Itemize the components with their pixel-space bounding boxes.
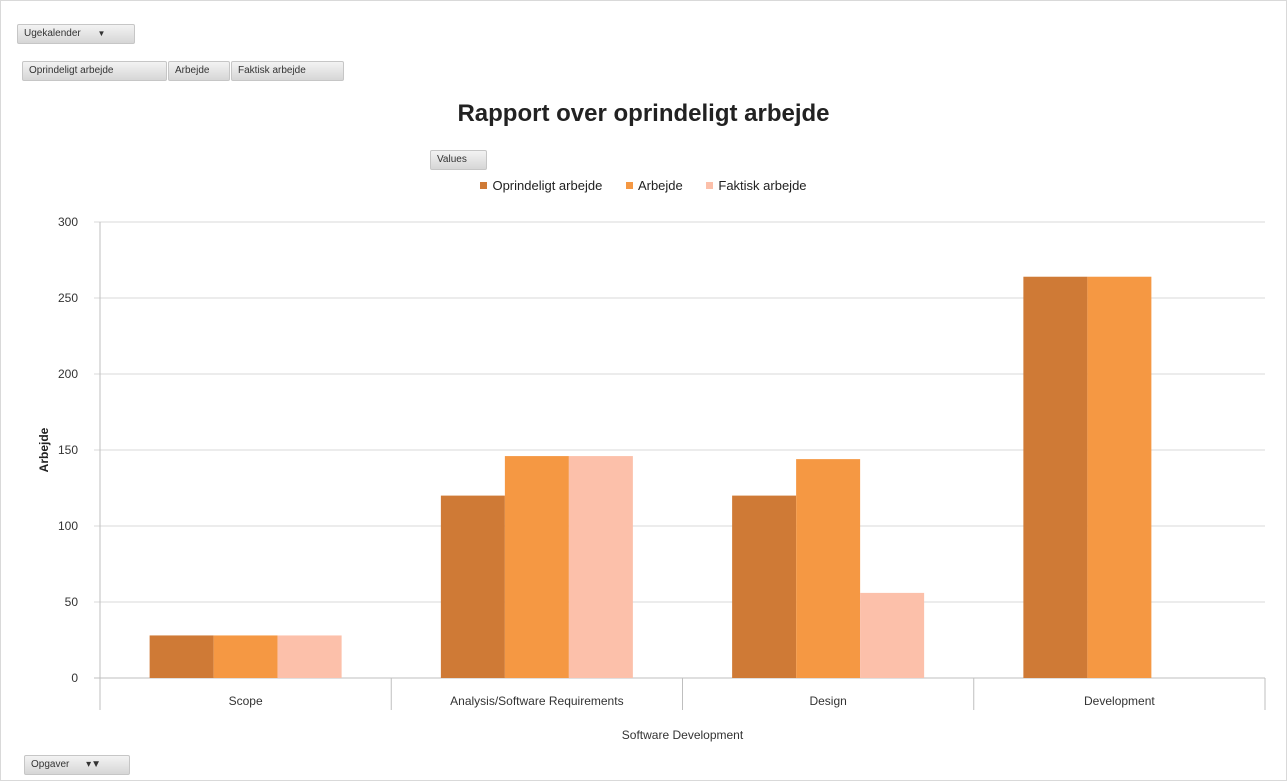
legend-label: Faktisk arbejde: [718, 178, 807, 193]
field-button-oprindeligt[interactable]: Oprindeligt arbejde: [22, 61, 167, 81]
bar: [796, 459, 861, 678]
row-filter-button[interactable]: Opgaver ▾▼: [24, 755, 130, 775]
x-tick-label: Design: [809, 694, 846, 708]
legend-item: Oprindeligt arbejde: [480, 178, 602, 193]
bar: [277, 635, 342, 678]
legend-swatch: [480, 182, 488, 189]
legend-item: Faktisk arbejde: [706, 178, 807, 193]
y-tick-label: 50: [65, 595, 79, 609]
x-tick-label: Development: [1084, 694, 1155, 708]
bar: [1023, 276, 1088, 678]
filter-icon: ▾▼: [86, 759, 102, 770]
field-button-label: Arbejde: [175, 65, 210, 76]
bar: [1087, 276, 1152, 678]
y-tick-label: 200: [58, 367, 78, 381]
legend-item: Arbejde: [625, 178, 683, 193]
calendar-filter-button[interactable]: Ugekalender ▼: [17, 24, 135, 44]
field-button-faktisk[interactable]: Faktisk arbejde: [231, 61, 344, 81]
y-tick-label: 250: [58, 291, 78, 305]
y-tick-label: 0: [71, 671, 78, 685]
bar: [213, 635, 278, 678]
dropdown-arrow-icon: ▼: [97, 29, 106, 38]
legend-swatch: [625, 182, 633, 189]
legend-label: Arbejde: [637, 178, 683, 193]
field-button-arbejde[interactable]: Arbejde: [168, 61, 230, 81]
values-button-label: Values: [437, 154, 467, 165]
bar: [732, 495, 797, 678]
bar: [440, 495, 505, 678]
bar: [149, 635, 214, 678]
row-filter-label: Opgaver: [31, 759, 70, 770]
y-axis-label: Arbejde: [37, 427, 51, 472]
y-tick-label: 300: [58, 215, 78, 229]
legend: Oprindeligt arbejde Arbejde Faktisk arbe…: [0, 178, 1287, 193]
values-button[interactable]: Values: [430, 150, 487, 170]
y-tick-label: 150: [58, 443, 78, 457]
y-tick-label: 100: [58, 519, 78, 533]
field-button-label: Oprindeligt arbejde: [29, 65, 114, 76]
legend-swatch: [706, 182, 714, 189]
chart-title: Rapport over oprindeligt arbejde: [457, 100, 830, 127]
bar: [504, 456, 569, 678]
calendar-filter-label: Ugekalender: [24, 28, 81, 39]
bar: [860, 592, 925, 678]
bar: [568, 456, 633, 678]
legend-label: Oprindeligt arbejde: [492, 178, 603, 193]
field-button-label: Faktisk arbejde: [238, 65, 306, 76]
x-tick-label: Scope: [229, 694, 263, 708]
x-tick-label: Analysis/Software Requirements: [450, 694, 623, 708]
x-axis-label: Software Development: [622, 728, 744, 742]
